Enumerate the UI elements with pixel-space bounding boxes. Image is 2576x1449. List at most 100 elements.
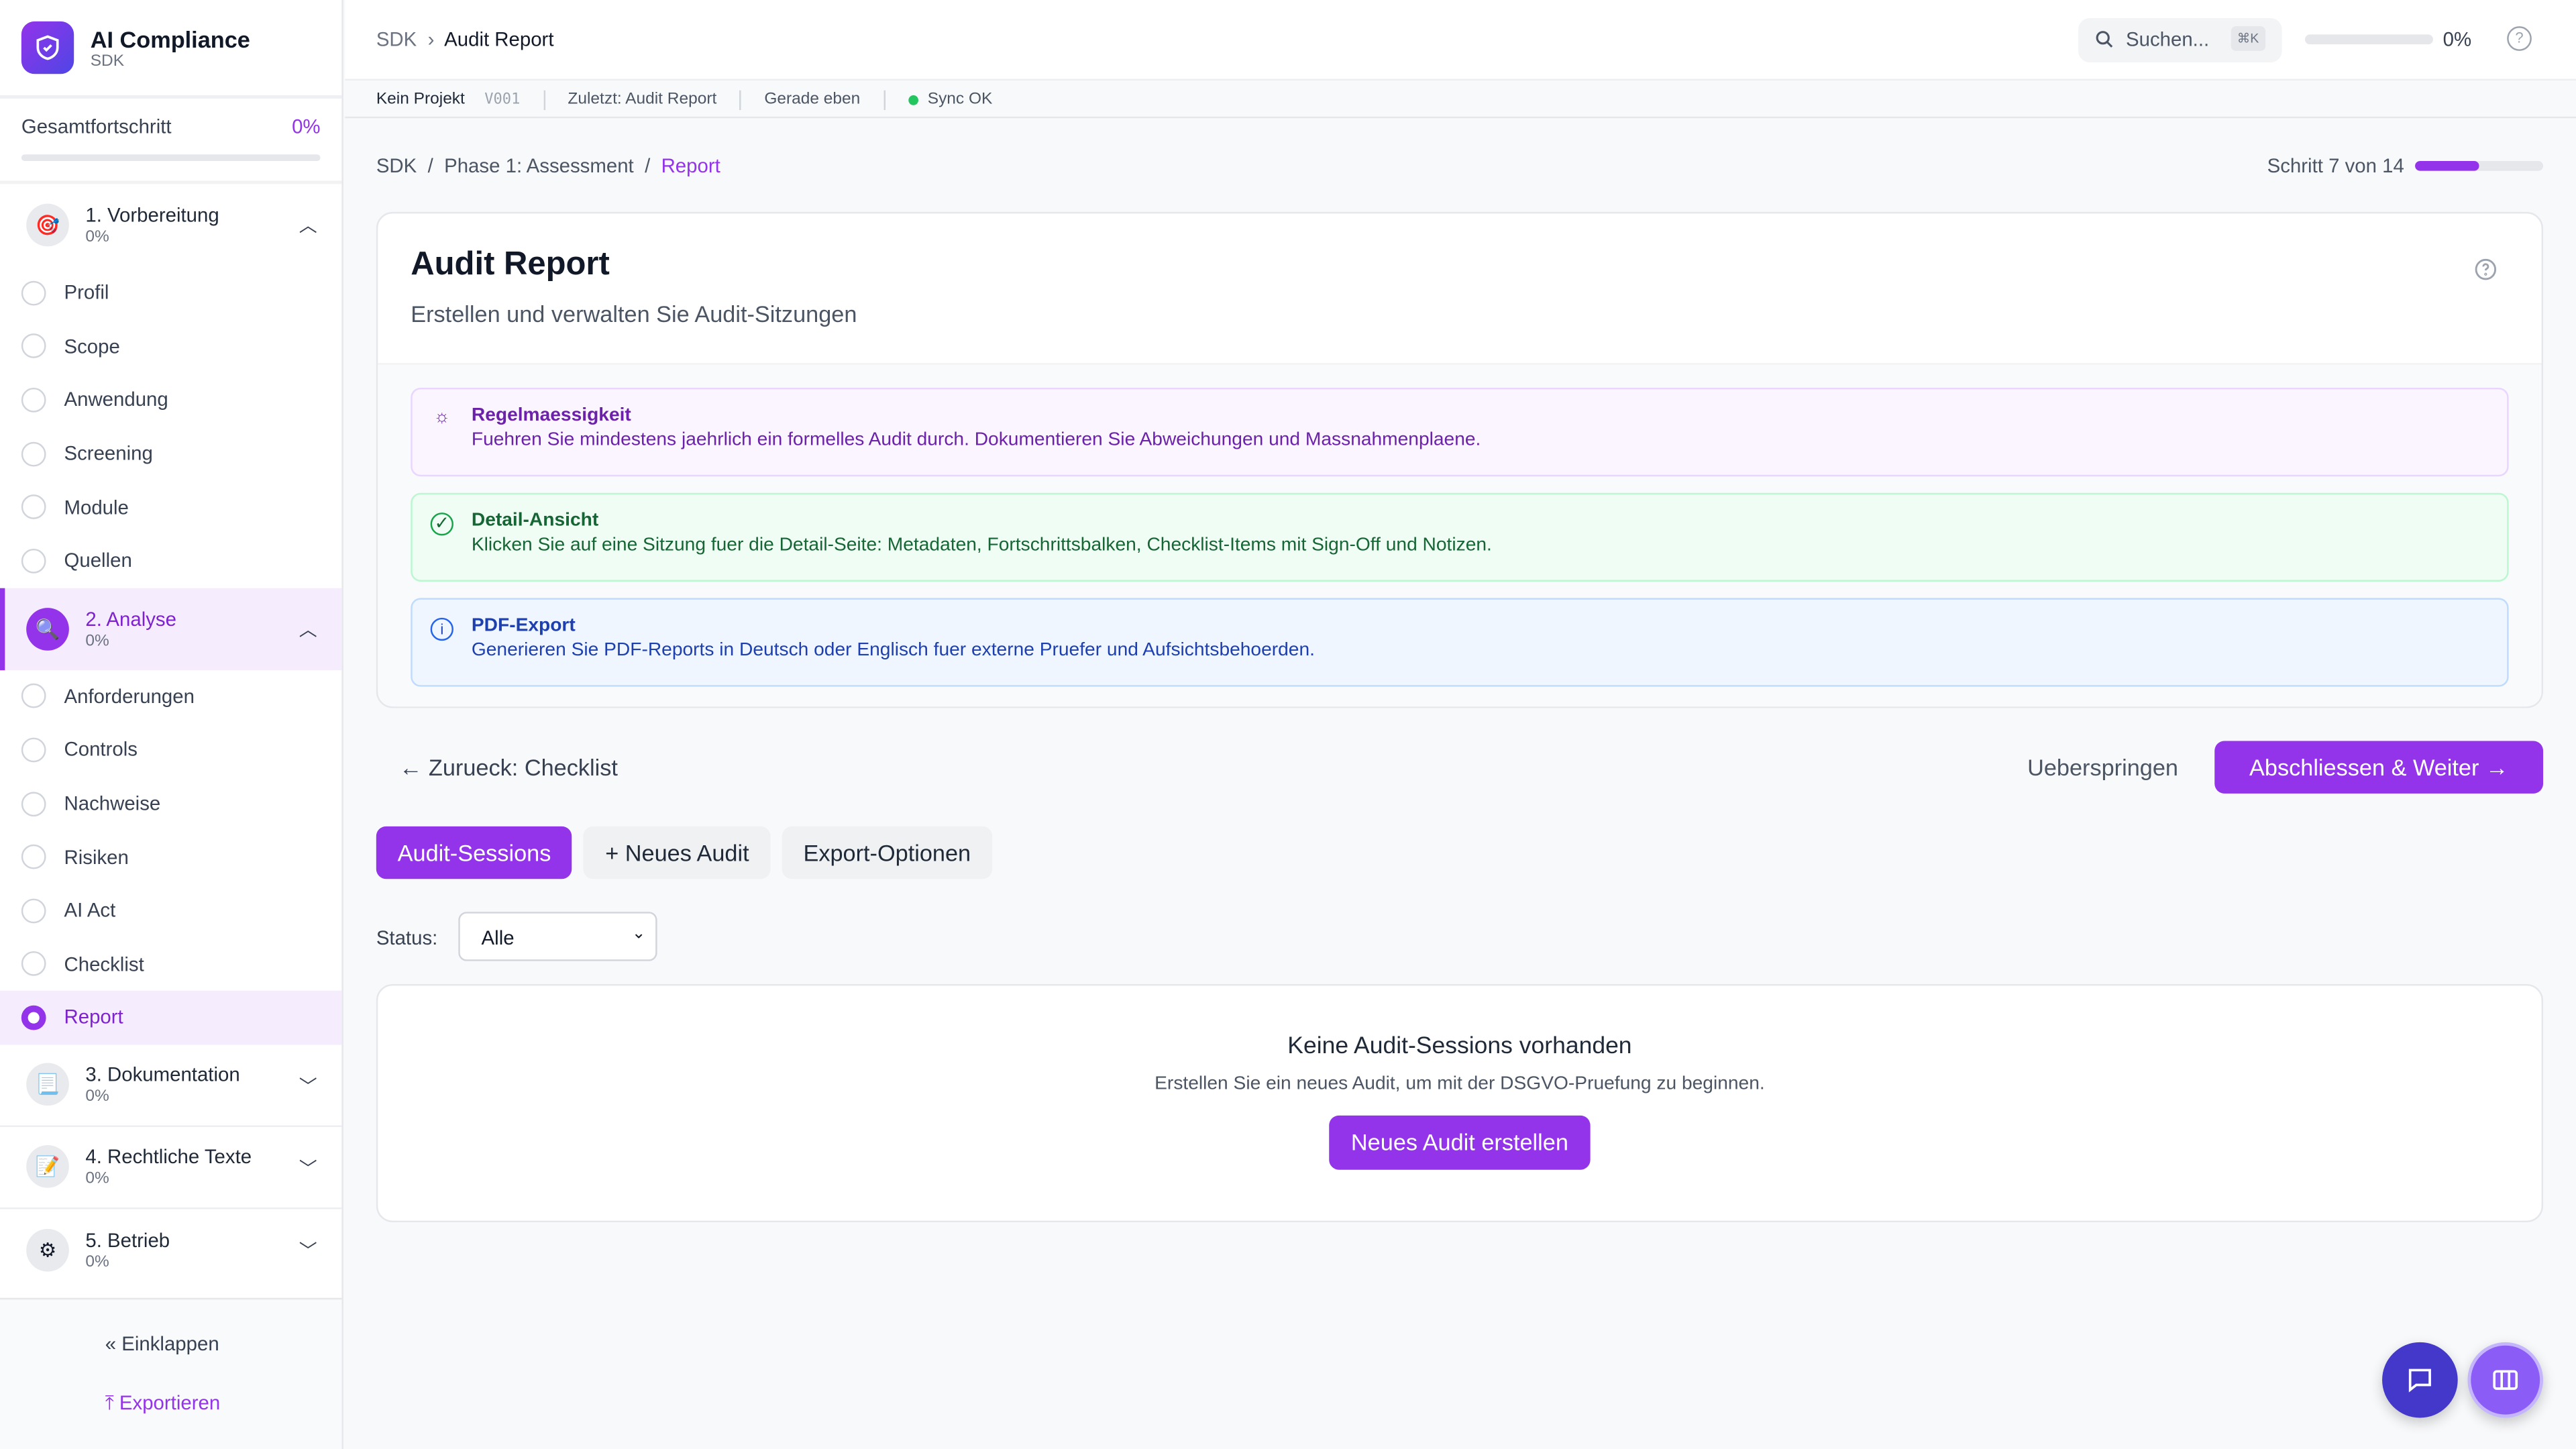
crumb-root[interactable]: SDK (376, 28, 417, 51)
sidebar-step-screening[interactable]: Screening (0, 427, 341, 480)
layout-toggle-button[interactable] (2467, 1342, 2544, 1418)
tab-new-audit[interactable]: + Neues Audit (584, 826, 771, 879)
step-status-icon (21, 334, 46, 359)
phase-pct: 0% (85, 1087, 109, 1106)
last-step: Zuletzt: Audit Report (568, 90, 717, 109)
phase-analyse[interactable]: 🔍 2. Analyse 0% ︿ (0, 587, 342, 670)
phase-rechtliche-texte[interactable]: 📝 4. Rechtliche Texte 0% ﹀ (0, 1126, 342, 1209)
sidebar-step-module[interactable]: Module (0, 480, 341, 534)
phase-title: 3. Dokumentation (85, 1063, 240, 1087)
crumb-current: Audit Report (444, 28, 554, 51)
info-card: Audit Report Erstellen und verwalten Sie … (376, 211, 2544, 708)
chevron-down-icon: ⌄ (631, 924, 646, 943)
upload-icon: ⤒ (105, 1391, 119, 1415)
step-label: Quellen (64, 549, 132, 572)
step-progress-fill (2415, 161, 2479, 171)
complete-next-button[interactable]: Abschliessen & Weiter → (2214, 741, 2544, 794)
tip-title: PDF-Export (471, 616, 576, 636)
back-button[interactable]: ← Zurueck: Checklist (399, 754, 618, 780)
sidebar-step-risiken[interactable]: Risiken (0, 830, 341, 884)
create-audit-button[interactable]: Neues Audit erstellen (1329, 1115, 1591, 1170)
tip-text: Fuehren Sie mindestens jaehrlich ein for… (471, 430, 1481, 451)
version: V001 (484, 91, 521, 108)
next-label: Abschliessen & Weiter (2249, 754, 2479, 781)
step-label: Scope (64, 335, 120, 358)
phase-title: 1. Vorbereitung (85, 203, 219, 227)
sidebar-step-scope[interactable]: Scope (0, 320, 341, 374)
phase-title: 4. Rechtliche Texte (85, 1145, 252, 1169)
search-placeholder: Suchen... (2126, 28, 2210, 51)
tip-title: Detail-Ansicht (471, 511, 599, 531)
status-filter-value: Alle (481, 926, 515, 950)
total-label: Gesamtfortschritt (21, 115, 172, 138)
breadcrumb-root[interactable]: SDK (376, 154, 417, 178)
phase-pct: 0% (85, 228, 109, 247)
sidebar-step-anforderungen[interactable]: Anforderungen (0, 669, 341, 723)
step-status-icon (21, 441, 46, 466)
back-label: Zurueck: Checklist (428, 754, 618, 781)
tab-export-options[interactable]: Export-Optionen (782, 826, 992, 879)
chevron-down-icon: ﹀ (299, 1241, 317, 1262)
sidebar-step-nachweise[interactable]: Nachweise (0, 777, 341, 830)
step-label: Anwendung (64, 388, 168, 412)
chevron-up-icon: ︿ (299, 620, 317, 641)
step-label: Anforderungen (64, 684, 195, 708)
step-indicator: Schritt 7 von 14 (2267, 154, 2404, 178)
help-icon[interactable] (2474, 258, 2497, 280)
step-label: Module (64, 495, 129, 519)
page-title: Audit Report (411, 246, 610, 283)
phase-dokumentation[interactable]: 📃 3. Dokumentation 0% ﹀ (0, 1044, 342, 1127)
tab-audit-sessions[interactable]: Audit-Sessions (376, 826, 573, 879)
phase-betrieb[interactable]: ⚙ 5. Betrieb 0% ﹀ (0, 1209, 341, 1291)
sync-status: Sync OK (927, 90, 993, 109)
sidebar-step-controls[interactable]: Controls (0, 723, 341, 777)
sidebar-step-profil[interactable]: Profil (0, 266, 341, 320)
total-progress-bar (21, 154, 321, 162)
last-time: Gerade eben (764, 90, 861, 109)
status-filter-select[interactable]: Alle ⌄ (458, 912, 657, 961)
breadcrumb-current: Report (661, 154, 720, 178)
total-pct: 0% (292, 115, 321, 138)
step-status-icon (21, 387, 46, 413)
arrow-right-icon: → (2479, 754, 2509, 781)
search-input[interactable]: Suchen... ⌘K (2078, 17, 2282, 63)
sidebar-step-anwendung[interactable]: Anwendung (0, 373, 341, 427)
step-label: AI Act (64, 899, 116, 922)
phase-pct: 0% (85, 631, 109, 650)
collapse-button[interactable]: « Einklappen (105, 1332, 219, 1355)
breadcrumb-phase[interactable]: Phase 1: Assessment (444, 154, 634, 178)
top-progress-pct: 0% (2443, 28, 2472, 51)
chevron-down-icon: ﹀ (299, 1159, 317, 1179)
chat-button[interactable] (2382, 1342, 2458, 1418)
document-icon: 📃 (26, 1063, 69, 1106)
arrow-left-icon: ← (399, 754, 429, 781)
tip-text: Generieren Sie PDF-Reports in Deutsch od… (471, 641, 1315, 661)
shortcut-badge: ⌘K (2230, 26, 2266, 51)
phase-vorbereitung[interactable]: 🎯 1. Vorbereitung 0% ︿ (0, 184, 341, 266)
tip-regelmaessigkeit: ☼ Regelmaessigkeit Fuehren Sie mindestens … (411, 387, 2509, 477)
status-bar: Kein Projekt V001 Zuletzt: Audit Report G… (345, 82, 2576, 119)
chevron-down-icon: ﹀ (299, 1077, 317, 1097)
step-status-icon (21, 494, 46, 520)
sidebar-step-ai-act[interactable]: AI Act (0, 883, 341, 937)
step-label: Nachweise (64, 792, 161, 815)
tip-text: Klicken Sie auf eine Sitzung fuer die De… (471, 535, 1492, 555)
sidebar-step-report[interactable]: Report (0, 991, 342, 1044)
status-filter-label: Status: (376, 926, 438, 950)
step-navigation: ← Zurueck: Checklist Ueberspringen Absch… (376, 741, 2544, 794)
pencil-icon: 📝 (26, 1145, 69, 1189)
step-label: Risiken (64, 845, 129, 869)
export-button[interactable]: ⤒ Exportieren (105, 1391, 220, 1416)
chevron-right-icon: › (422, 28, 435, 51)
step-status-icon (21, 684, 46, 709)
empty-text: Erstellen Sie ein neues Audit, um mit de… (1155, 1074, 1765, 1095)
phase-title: 2. Analyse (85, 607, 176, 631)
sidebar-step-checklist[interactable]: Checklist (0, 937, 341, 991)
help-icon[interactable]: ? (2507, 26, 2532, 51)
app-logo: AI Compliance SDK (0, 0, 342, 99)
skip-button[interactable]: Ueberspringen (2027, 754, 2178, 781)
phase-title: 5. Betrieb (85, 1228, 170, 1252)
sidebar-step-quellen[interactable]: Quellen (0, 534, 341, 588)
check-circle-icon: ✓ (430, 513, 453, 536)
columns-icon (2493, 1370, 2518, 1390)
